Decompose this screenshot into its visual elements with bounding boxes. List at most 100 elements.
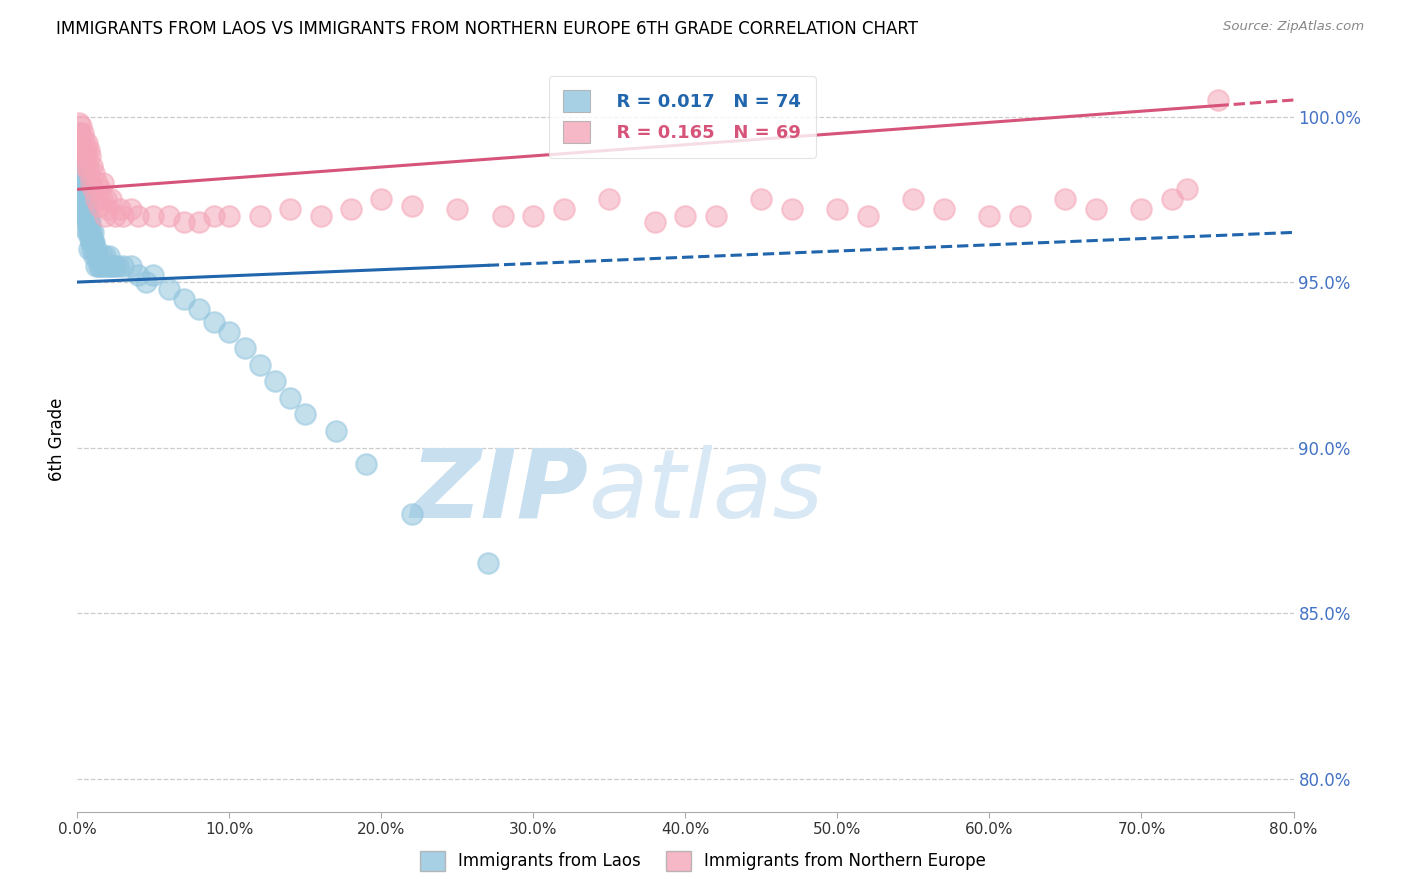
Point	[100, 192, 122, 206]
Point	[75, 209, 97, 223]
Point	[90, 192, 112, 206]
Point	[108, 202, 131, 217]
Point	[82, 235, 104, 250]
Point	[856, 209, 879, 223]
Text: IMMIGRANTS FROM LAOS VS IMMIGRANTS FROM NORTHERN EUROPE 6TH GRADE CORRELATION CH: IMMIGRANTS FROM LAOS VS IMMIGRANTS FROM …	[56, 20, 918, 37]
Point	[100, 259, 122, 273]
Legend: Immigrants from Laos, Immigrants from Northern Europe: Immigrants from Laos, Immigrants from No…	[412, 842, 994, 880]
Text: Source: ZipAtlas.com: Source: ZipAtlas.com	[1223, 20, 1364, 33]
Point	[79, 166, 101, 180]
Point	[87, 199, 110, 213]
Point	[86, 249, 108, 263]
Point	[83, 166, 105, 180]
Point	[477, 557, 499, 571]
Point	[73, 189, 96, 203]
Point	[96, 192, 118, 206]
Point	[90, 249, 112, 263]
Point	[75, 215, 97, 229]
Point	[97, 259, 120, 273]
Point	[903, 192, 925, 206]
Point	[75, 143, 97, 157]
Point	[76, 136, 98, 150]
Point	[598, 192, 620, 206]
Point	[73, 159, 96, 173]
Point	[249, 209, 271, 223]
Point	[79, 149, 101, 163]
Point	[522, 209, 544, 223]
Point	[84, 192, 107, 206]
Point	[120, 202, 142, 217]
Point	[827, 202, 849, 217]
Point	[188, 301, 211, 316]
Point	[91, 176, 114, 190]
Point	[82, 182, 104, 196]
Point	[97, 202, 120, 217]
Point	[932, 202, 955, 217]
Point	[93, 209, 115, 223]
Point	[89, 182, 111, 196]
Point	[173, 215, 195, 229]
Point	[1008, 209, 1031, 223]
Point	[69, 143, 91, 157]
Point	[264, 375, 287, 389]
Point	[70, 176, 93, 190]
Point	[76, 226, 98, 240]
Point	[67, 126, 90, 140]
Point	[751, 192, 773, 206]
Point	[80, 226, 103, 240]
Point	[278, 202, 301, 217]
Point	[89, 259, 111, 273]
Point	[104, 259, 127, 273]
Point	[72, 166, 94, 180]
Point	[87, 259, 110, 273]
Point	[80, 242, 103, 256]
Point	[309, 209, 332, 223]
Point	[675, 209, 697, 223]
Point	[80, 176, 103, 190]
Point	[354, 457, 377, 471]
Point	[72, 126, 94, 140]
Point	[202, 315, 225, 329]
Point	[111, 259, 134, 273]
Point	[76, 202, 98, 217]
Point	[77, 215, 100, 229]
Point	[80, 235, 103, 250]
Point	[73, 209, 96, 223]
Point	[1054, 192, 1077, 206]
Point	[69, 143, 91, 157]
Point	[67, 136, 90, 150]
Point	[104, 209, 127, 223]
Point	[401, 199, 423, 213]
Point	[91, 259, 114, 273]
Point	[70, 169, 93, 183]
Point	[75, 195, 97, 210]
Point	[72, 192, 94, 206]
Point	[492, 209, 515, 223]
Point	[77, 143, 100, 157]
Point	[1130, 202, 1153, 217]
Point	[1161, 192, 1184, 206]
Point	[82, 226, 104, 240]
Y-axis label: 6th Grade: 6th Grade	[48, 398, 66, 481]
Point	[218, 325, 240, 339]
Point	[72, 182, 94, 196]
Point	[72, 176, 94, 190]
Point	[69, 126, 91, 140]
Point	[157, 282, 180, 296]
Point	[79, 242, 101, 256]
Point	[67, 116, 90, 130]
Point	[70, 143, 93, 157]
Point	[77, 159, 100, 173]
Point	[340, 202, 363, 217]
Point	[80, 232, 103, 246]
Point	[233, 341, 256, 355]
Point	[86, 176, 108, 190]
Point	[979, 209, 1001, 223]
Point	[70, 159, 93, 173]
Point	[107, 259, 129, 273]
Point	[644, 215, 666, 229]
Point	[83, 249, 105, 263]
Point	[135, 275, 157, 289]
Point	[69, 149, 91, 163]
Point	[278, 391, 301, 405]
